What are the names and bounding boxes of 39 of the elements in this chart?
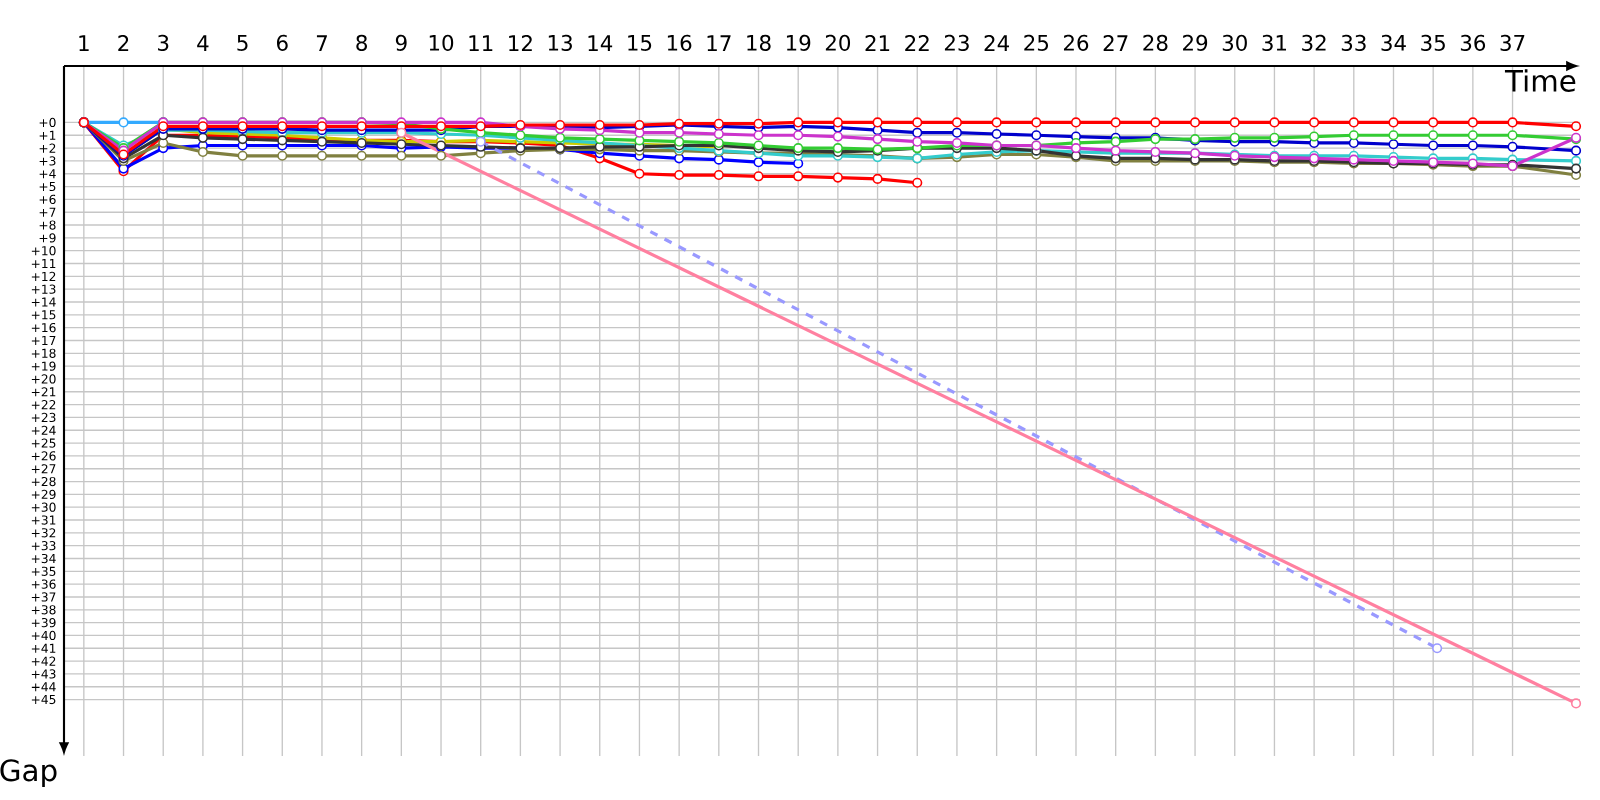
x-tick-label: 2 [118,35,129,51]
x-tick-label: 27 [1103,35,1128,51]
x-tick-label: 33 [1341,34,1366,51]
x-tick-label: 30 [1222,34,1247,51]
x-tick-label: 8 [356,34,367,51]
x-tick-label: 19 [786,34,811,51]
x-tick-label: 10 [429,34,454,51]
x-tick-label: 6 [276,34,288,51]
x-tick-label: 5 [237,35,248,51]
x-tick-label: 36 [1460,34,1486,51]
x-tick-label: 29 [1183,34,1208,51]
x-tick-label: 12 [509,35,532,51]
x-tick-label: 32 [1302,34,1326,51]
x-tick-label: 3 [158,34,169,51]
x-tick-label: 15 [628,35,652,51]
x-tick-label: 4 [197,35,209,51]
x-tick-label: 24 [984,35,1009,51]
x-tick-label: 16 [667,34,692,51]
x-tick-label: 25 [1024,34,1049,51]
x-tick-label: 26 [1063,34,1089,51]
x-tick-label: 20 [825,34,851,51]
x-tick-label: 9 [395,34,407,51]
x-tick-label: 34 [1381,34,1406,51]
x-tick-label: 11 [469,35,493,51]
x-tick-label: 18 [747,34,771,51]
x-tick-label: 1 [79,35,89,51]
x-tick-label: 21 [865,35,890,51]
x-tick-label: 35 [1421,34,1445,51]
x-tick-label: 37 [1500,34,1525,51]
x-tick-label: 7 [316,35,327,51]
y-axis-title: Gap [0,759,57,788]
x-tick-label: 22 [905,35,929,51]
x-tick-label: 31 [1262,34,1287,51]
x-tick-label: 14 [588,35,613,51]
x-tick-label: 28 [1143,34,1168,51]
x-tick-label: 17 [707,35,731,51]
x-axis-title: Time [1504,69,1576,92]
x-tick-label: 23 [944,34,969,51]
x-tick-label: 13 [548,34,572,51]
